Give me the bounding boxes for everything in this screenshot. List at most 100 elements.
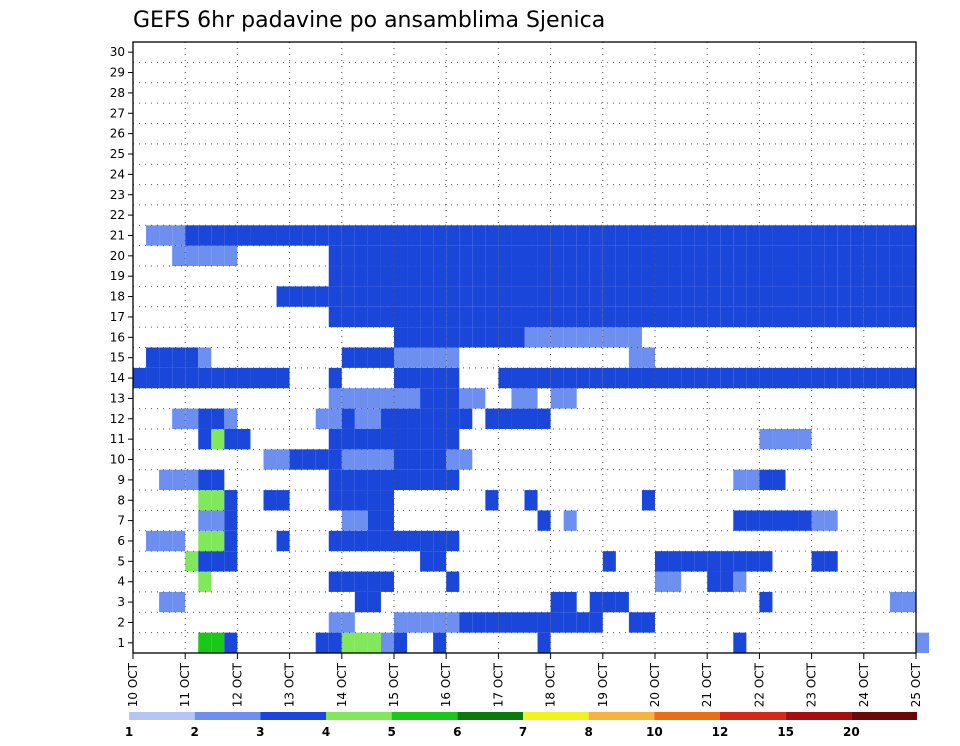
heatmap-cell xyxy=(811,306,825,328)
heatmap-cell xyxy=(511,367,525,389)
heatmap-cell xyxy=(276,490,290,511)
heatmap-cell xyxy=(811,286,825,307)
heatmap-cell xyxy=(433,428,447,450)
heatmap-cell xyxy=(407,388,421,409)
heatmap-cell xyxy=(563,510,577,531)
heatmap-cell xyxy=(876,306,890,328)
heatmap-cell xyxy=(550,245,564,267)
heatmap-cell xyxy=(380,449,394,470)
colorbar-swatch xyxy=(588,712,655,720)
heatmap-cell xyxy=(759,591,773,613)
heatmap-cell xyxy=(485,306,499,328)
heatmap-cell xyxy=(459,327,473,348)
heatmap-cell xyxy=(655,571,669,592)
heatmap-cell xyxy=(172,245,186,267)
x-tick-label: 10 OCT xyxy=(126,662,140,707)
heatmap-cell xyxy=(824,266,838,287)
heatmap-cell xyxy=(185,367,199,389)
heatmap-cell xyxy=(485,266,499,287)
heatmap-cell xyxy=(263,490,277,511)
heatmap-cell xyxy=(354,510,368,531)
colorbar-swatch xyxy=(457,712,523,720)
heatmap-cell xyxy=(641,490,655,511)
heatmap-cell xyxy=(602,225,616,246)
heatmap-cell xyxy=(889,306,903,328)
heatmap-cell xyxy=(433,367,447,389)
heatmap-cell xyxy=(211,530,225,552)
heatmap-cell xyxy=(328,266,342,287)
colorbar-swatch xyxy=(326,712,392,720)
heatmap-cell xyxy=(576,245,590,267)
heatmap-cell xyxy=(159,469,173,491)
x-tick-label: 19 OCT xyxy=(596,662,610,707)
heatmap-cell xyxy=(446,245,460,267)
x-tick-label: 22 OCT xyxy=(752,662,766,707)
heatmap-cell xyxy=(694,245,708,267)
heatmap-cell xyxy=(289,286,303,307)
heatmap-cell xyxy=(524,286,538,307)
heatmap-cell xyxy=(211,551,225,572)
heatmap-cell xyxy=(367,347,381,368)
heatmap-cell xyxy=(902,266,916,287)
heatmap-cell xyxy=(681,245,695,267)
heatmap-cell xyxy=(394,388,408,409)
heatmap-cell xyxy=(694,367,708,389)
x-tick-label: 14 OCT xyxy=(335,662,349,707)
heatmap-cell xyxy=(224,408,238,429)
heatmap-cell xyxy=(876,286,890,307)
heatmap-cell xyxy=(641,266,655,287)
heatmap-cell xyxy=(615,591,629,613)
heatmap-cell xyxy=(420,408,434,429)
heatmap-cell xyxy=(498,245,512,267)
heatmap-cell xyxy=(420,428,434,450)
heatmap-cell xyxy=(707,571,721,592)
heatmap-cell xyxy=(485,225,499,246)
heatmap-cell xyxy=(537,612,551,633)
heatmap-cell xyxy=(341,632,355,653)
heatmap-cell xyxy=(602,591,616,613)
heatmap-cell xyxy=(341,490,355,511)
heatmap-cell xyxy=(785,428,799,450)
heatmap-cell xyxy=(420,306,434,328)
heatmap-cell xyxy=(837,367,851,389)
heatmap-cell xyxy=(341,510,355,531)
cells-layer xyxy=(133,225,930,653)
heatmap-cell xyxy=(328,286,342,307)
heatmap-cell xyxy=(798,225,812,246)
heatmap-cell xyxy=(615,367,629,389)
heatmap-cell xyxy=(511,612,525,633)
heatmap-cell xyxy=(407,367,421,389)
heatmap-cell xyxy=(459,612,473,633)
heatmap-cell xyxy=(759,469,773,491)
y-tick-label: 13 xyxy=(110,391,125,405)
heatmap-cell xyxy=(459,408,473,429)
heatmap-cell xyxy=(511,266,525,287)
y-tick-label: 27 xyxy=(110,106,125,120)
heatmap-cell xyxy=(380,266,394,287)
heatmap-cell xyxy=(615,225,629,246)
heatmap-cell xyxy=(550,388,564,409)
heatmap-cell xyxy=(602,286,616,307)
heatmap-cell xyxy=(146,530,160,552)
heatmap-cell xyxy=(394,469,408,491)
heatmap-cell xyxy=(824,225,838,246)
heatmap-cell xyxy=(720,286,734,307)
heatmap-cell xyxy=(668,306,682,328)
heatmap-cell xyxy=(537,245,551,267)
heatmap-cell xyxy=(407,286,421,307)
heatmap-cell xyxy=(159,225,173,246)
heatmap-cell xyxy=(563,225,577,246)
heatmap-cell xyxy=(367,388,381,409)
heatmap-cell xyxy=(433,408,447,429)
heatmap-cell xyxy=(733,632,747,653)
heatmap-cell xyxy=(459,245,473,267)
heatmap-cell xyxy=(133,367,147,389)
heatmap-cell xyxy=(707,367,721,389)
heatmap-cell xyxy=(798,428,812,450)
heatmap-cell xyxy=(420,469,434,491)
y-tick-label: 15 xyxy=(110,351,125,365)
heatmap-cell xyxy=(576,286,590,307)
heatmap-cell xyxy=(681,286,695,307)
heatmap-cell xyxy=(759,225,773,246)
y-axis: 1234567891011121314151617181920212223242… xyxy=(110,45,133,650)
